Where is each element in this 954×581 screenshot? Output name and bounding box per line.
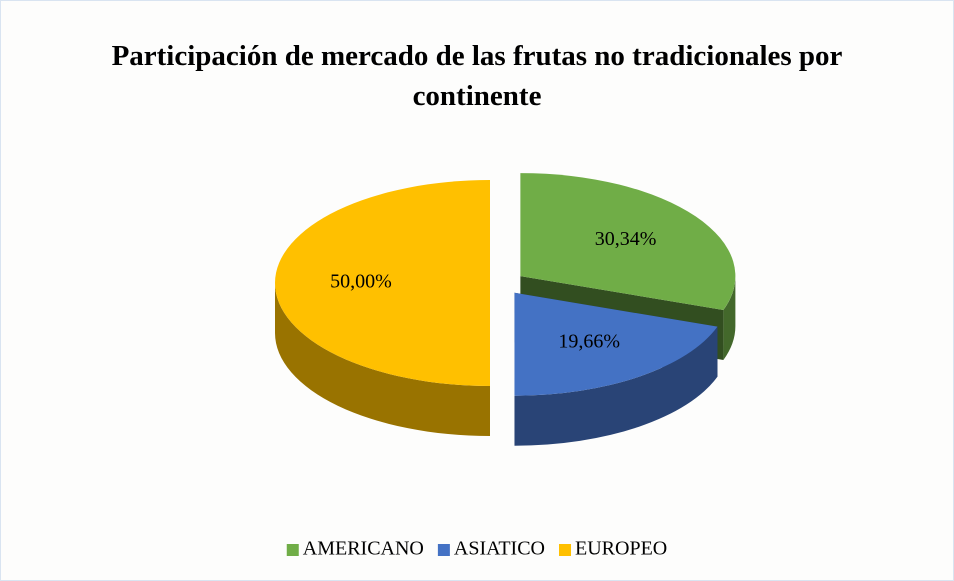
- slice-tops: [275, 173, 736, 396]
- legend-swatch: [437, 544, 450, 556]
- pie-slice: [275, 180, 490, 386]
- data-label: 19,66%: [558, 331, 620, 353]
- slice-outer-wall: [275, 283, 490, 436]
- chart-title: Participación de mercado de las frutas n…: [111, 40, 843, 112]
- legend-label: ASIATICO: [454, 538, 545, 560]
- legend-swatch: [286, 544, 299, 556]
- pie-slice: [520, 173, 736, 310]
- data-label: 50,00%: [330, 271, 392, 293]
- data-label: 30,34%: [595, 228, 657, 250]
- legend-swatch: [559, 544, 572, 556]
- legend-label: AMERICANO: [303, 538, 424, 560]
- slice-outer-walls: [275, 276, 736, 446]
- data-labels: 30,34% 19,66% 50,00%: [330, 228, 656, 353]
- slice-outer-wall: [514, 326, 718, 446]
- slice-outer-wall: [723, 276, 736, 360]
- legend-label: EUROPEO: [575, 538, 667, 560]
- pie-slice: [514, 292, 718, 396]
